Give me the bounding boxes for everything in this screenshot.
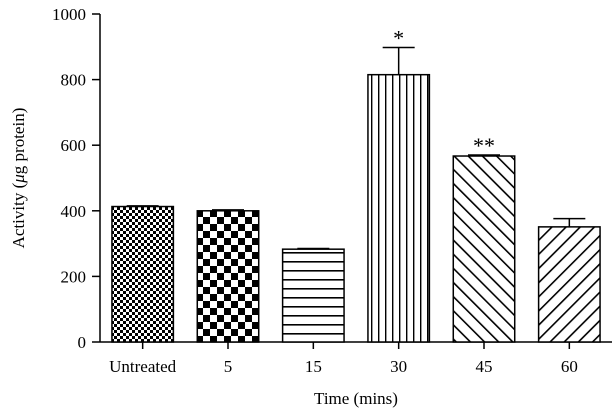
significance-marker: ** (473, 133, 495, 158)
annotations: *** (393, 25, 495, 158)
x-tick-label: Untreated (109, 357, 177, 376)
y-axis-title-prefix: Activity ( (9, 182, 28, 248)
x-tick-label: 15 (305, 357, 322, 376)
x-tick-label: 45 (476, 357, 493, 376)
x-tick-label: 5 (224, 357, 233, 376)
y-axis: 0 200 400 600 800 1000 (52, 5, 101, 352)
x-axis: Untreated 5 15 30 45 60 (100, 341, 612, 376)
x-ticks: Untreated 5 15 30 45 60 (109, 342, 578, 376)
y-ticks: 0 200 400 600 800 1000 (52, 5, 100, 352)
bar-60 (537, 226, 601, 343)
y-tick-label: 1000 (52, 5, 86, 24)
bar-5 (196, 210, 260, 343)
y-tick-label: 600 (61, 136, 87, 155)
significance-marker: * (393, 25, 404, 50)
x-axis-title: Time (mins) (314, 389, 398, 408)
bars (111, 73, 601, 343)
bar-45 (452, 155, 516, 343)
error-bars (126, 46, 586, 250)
y-tick-label: 200 (61, 267, 87, 286)
y-axis-title-unit: μ (9, 174, 28, 184)
x-tick-label: 30 (390, 357, 407, 376)
y-tick-label: 0 (78, 333, 87, 352)
y-axis-title-suffix: g protein) (9, 108, 28, 175)
y-tick-label: 400 (61, 202, 87, 221)
bar-untreated (111, 205, 175, 343)
bar-15 (281, 248, 345, 343)
x-tick-label: 60 (561, 357, 578, 376)
bar-30 (367, 73, 431, 343)
y-tick-label: 800 (61, 71, 87, 90)
y-axis-title: Activity (μg protein) (9, 108, 28, 249)
